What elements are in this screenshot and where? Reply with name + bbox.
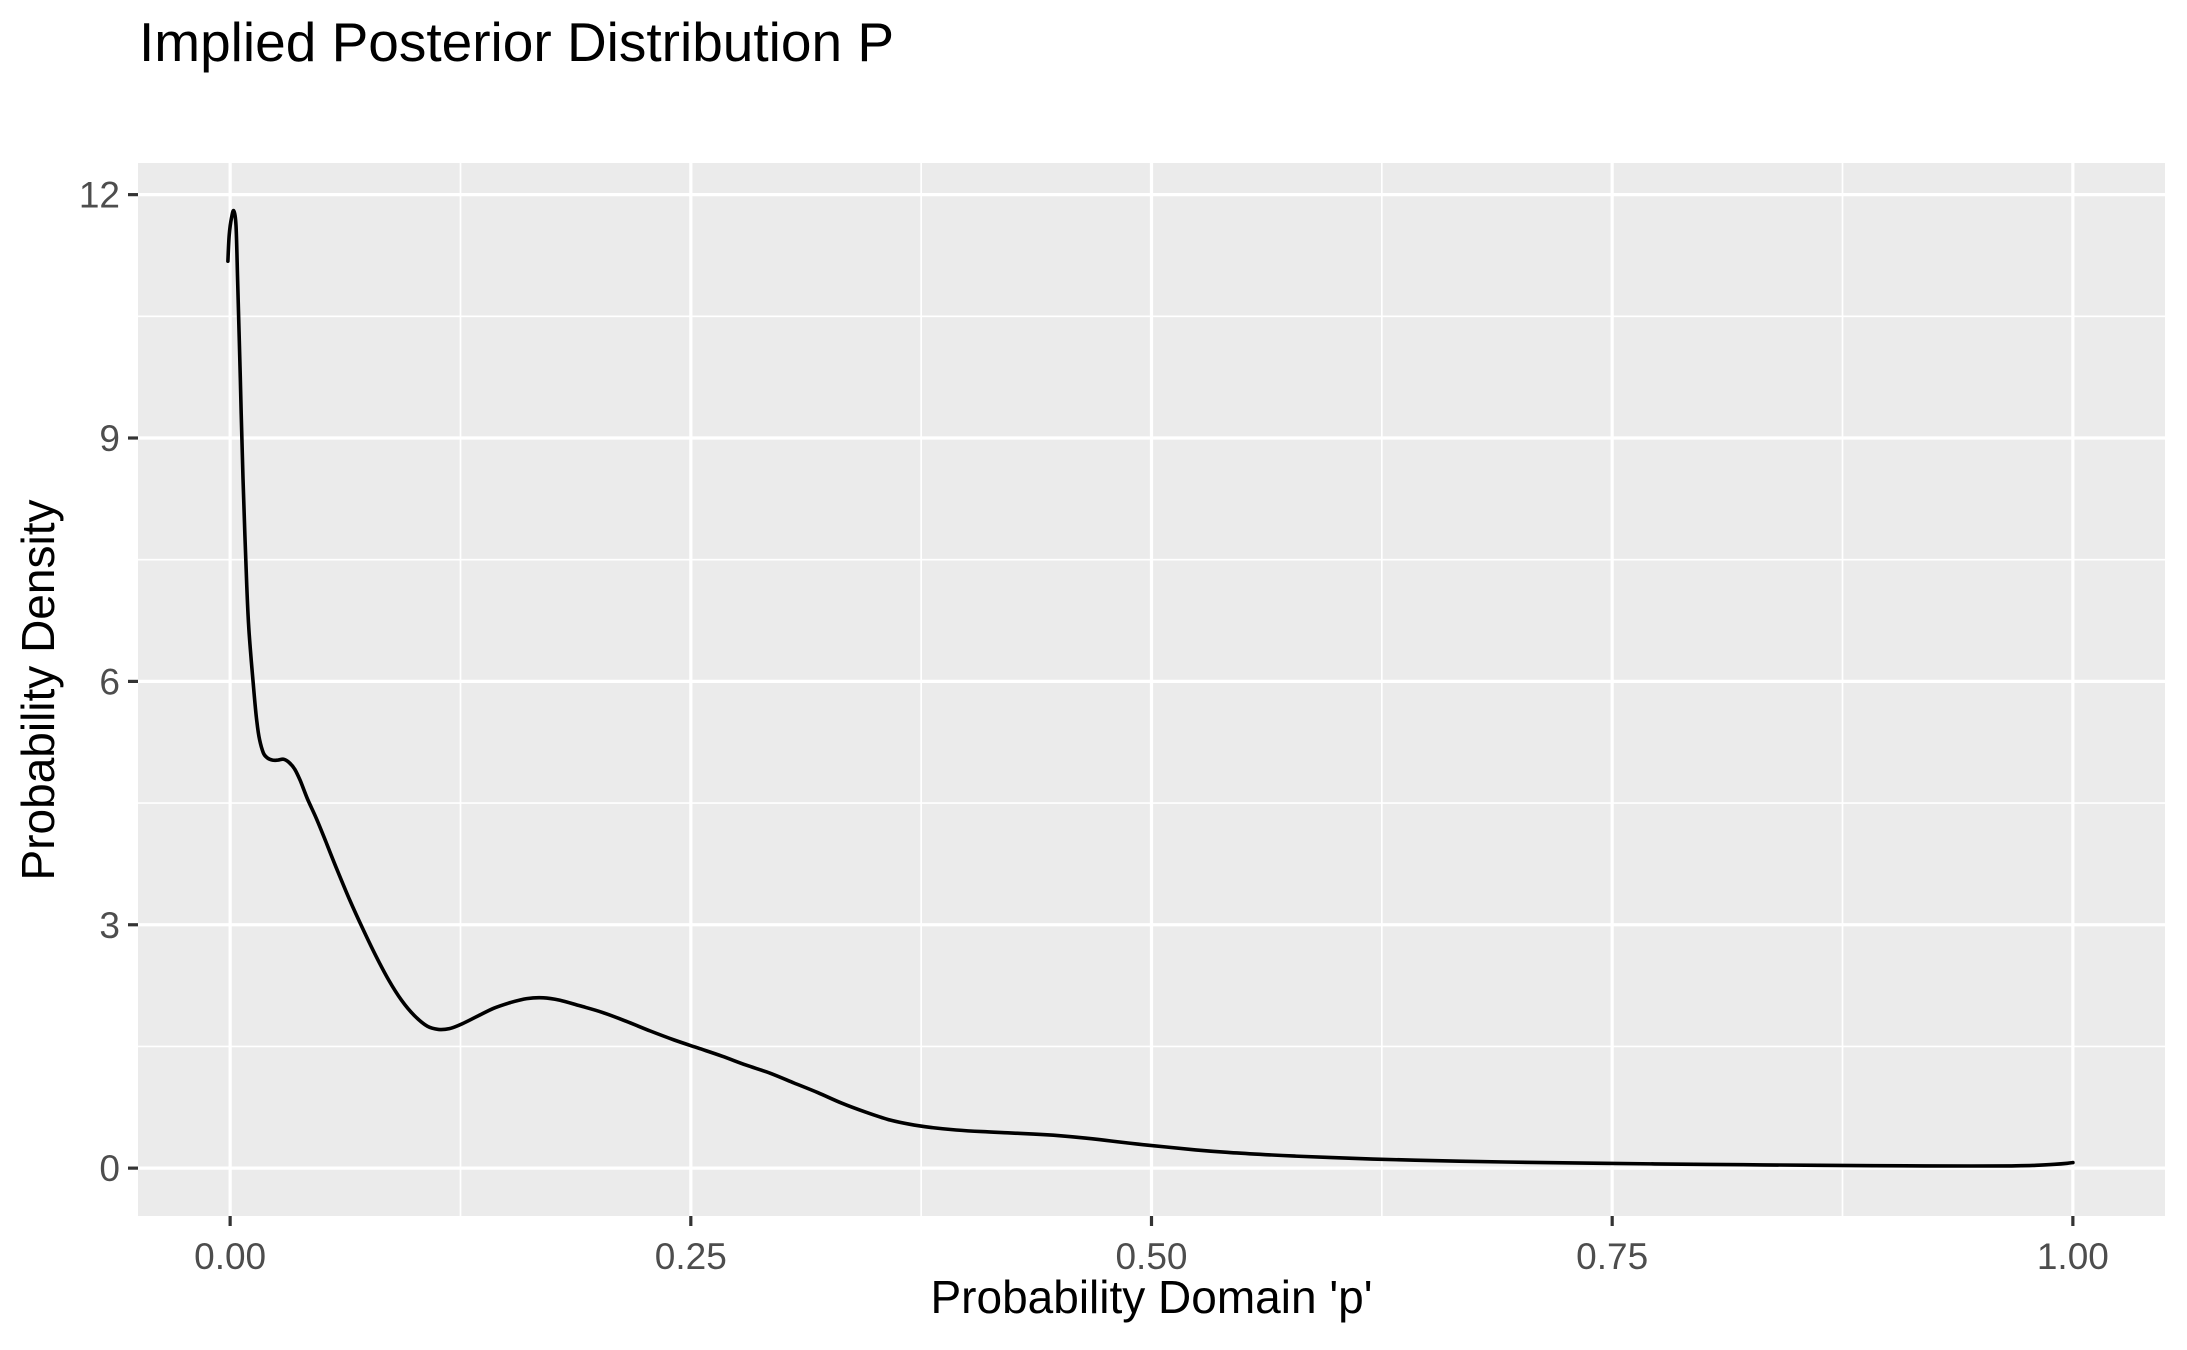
y-tick-label: 0	[99, 1148, 120, 1189]
x-tick-label: 0.50	[1115, 1236, 1187, 1277]
density-curve	[226, 208, 2075, 1168]
chart-title: Implied Posterior Distribution P	[139, 11, 895, 73]
x-tick-label: 1.00	[2037, 1236, 2109, 1277]
x-tick-label: 0.00	[194, 1236, 266, 1277]
x-axis-title: Probability Domain 'p'	[930, 1271, 1373, 1323]
y-tick-label: 12	[79, 175, 120, 216]
x-tick-label: 0.25	[655, 1236, 727, 1277]
y-tick-label: 6	[99, 661, 120, 702]
x-tick-label: 0.75	[1576, 1236, 1648, 1277]
y-tick-label: 9	[99, 418, 120, 459]
y-axis-title: Probability Density	[12, 499, 64, 881]
y-tick-label: 3	[99, 905, 120, 946]
